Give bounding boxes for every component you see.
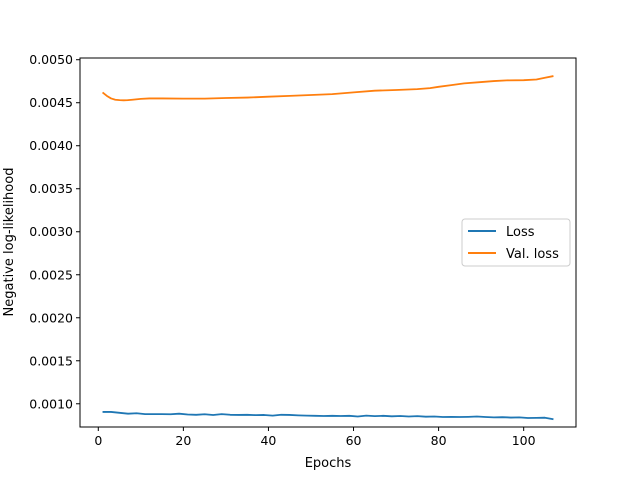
x-axis-label: Epochs: [305, 456, 352, 471]
plot-area: [101, 75, 554, 421]
legend: Loss Val. loss: [461, 218, 571, 267]
y-tick-label: 0.0045: [29, 95, 73, 110]
y-tick-label: 0.0020: [29, 310, 73, 325]
x-tick-label: 20: [175, 433, 191, 448]
x-tick-label: 80: [431, 433, 447, 448]
y-axis-label: Negative log-likelihood: [2, 168, 17, 317]
y-tick-label: 0.0010: [29, 396, 73, 411]
series-line-loss: [102, 411, 554, 421]
x-tick-label: 0: [94, 433, 102, 448]
y-tick-label: 0.0030: [29, 224, 73, 239]
legend-label-val-loss: Val. loss: [506, 247, 559, 262]
y-tick-label: 0.0035: [29, 181, 73, 196]
series-line-val-loss: [101, 75, 554, 102]
x-tick-label: 40: [260, 433, 276, 448]
x-tick-label: 60: [346, 433, 362, 448]
x-tick-label: 100: [512, 433, 536, 448]
legend-label-loss: Loss: [506, 225, 535, 240]
x-axis: 0 20 40 60 80 100: [94, 427, 536, 448]
y-tick-label: 0.0015: [29, 353, 73, 368]
y-axis: 0.0010 0.0015 0.0020 0.0025 0.0030 0.0035 0.00…: [29, 52, 80, 411]
axes-frame: [79, 57, 577, 428]
y-tick-label: 0.0025: [29, 267, 73, 282]
y-tick-label: 0.0040: [29, 138, 73, 153]
y-tick-label: 0.0050: [29, 52, 73, 67]
